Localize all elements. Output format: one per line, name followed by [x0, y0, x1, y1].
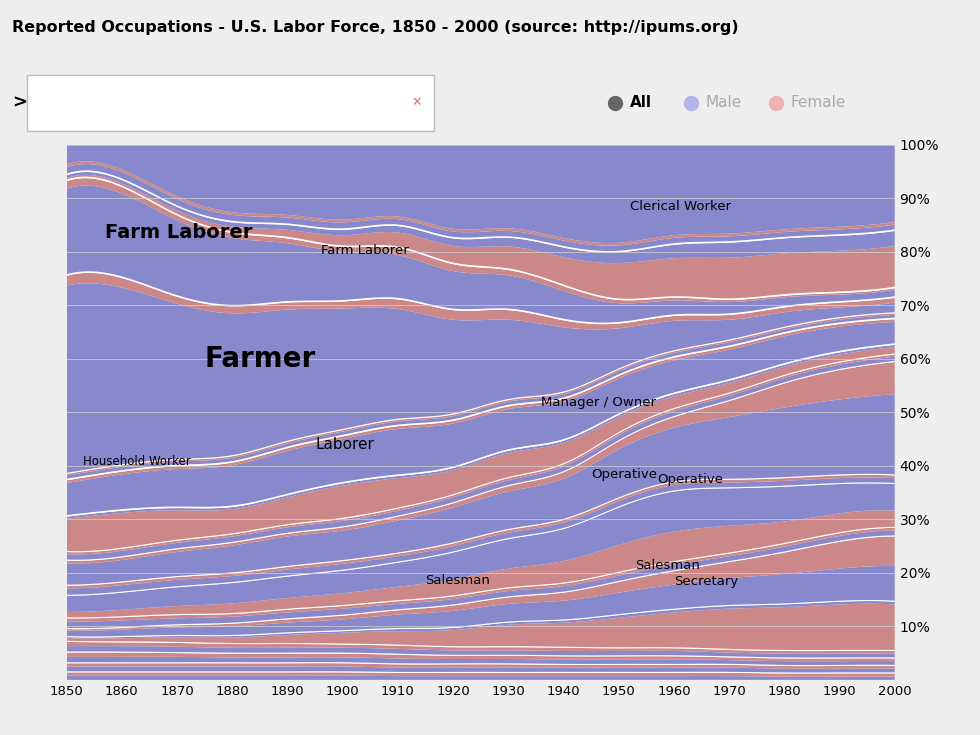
Text: Salesman: Salesman — [425, 574, 490, 587]
Text: ✕: ✕ — [412, 96, 421, 110]
Text: Male: Male — [706, 96, 742, 110]
Text: Secretary: Secretary — [674, 575, 738, 588]
Text: Salesman: Salesman — [635, 559, 700, 572]
Text: Farm Laborer: Farm Laborer — [320, 244, 409, 257]
Text: Operative: Operative — [591, 468, 658, 481]
FancyBboxPatch shape — [27, 75, 434, 131]
Text: All: All — [630, 96, 652, 110]
Text: Operative: Operative — [658, 473, 723, 486]
Text: Reported Occupations - U.S. Labor Force, 1850 - 2000 (source: http://ipums.org): Reported Occupations - U.S. Labor Force,… — [12, 20, 738, 35]
Text: Farm Laborer: Farm Laborer — [105, 223, 253, 242]
Text: Household Worker: Household Worker — [83, 455, 191, 468]
Text: Clerical Worker: Clerical Worker — [630, 201, 731, 213]
Text: Farmer: Farmer — [205, 345, 316, 373]
Text: Laborer: Laborer — [315, 437, 374, 452]
Text: >: > — [12, 94, 26, 112]
Text: Female: Female — [791, 96, 847, 110]
Text: Manager / Owner: Manager / Owner — [541, 396, 657, 409]
